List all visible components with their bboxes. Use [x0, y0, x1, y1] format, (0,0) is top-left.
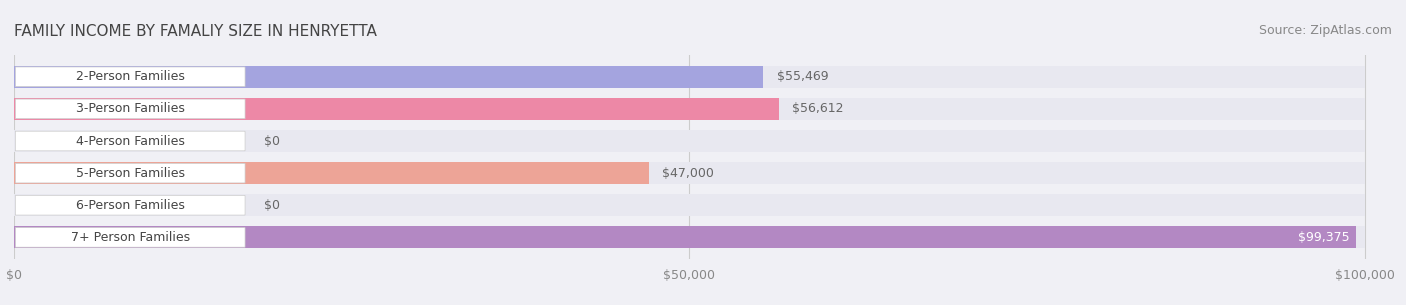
FancyBboxPatch shape: [15, 163, 245, 183]
Text: $55,469: $55,469: [778, 70, 828, 83]
FancyBboxPatch shape: [15, 228, 245, 247]
Text: 3-Person Families: 3-Person Families: [76, 102, 184, 115]
Text: 2-Person Families: 2-Person Families: [76, 70, 184, 83]
Bar: [14, 66, 1365, 88]
Bar: [14, 162, 650, 184]
Bar: [14, 66, 763, 88]
Bar: [14, 130, 1365, 152]
Text: Source: ZipAtlas.com: Source: ZipAtlas.com: [1258, 24, 1392, 38]
Text: $47,000: $47,000: [662, 167, 714, 180]
FancyBboxPatch shape: [15, 99, 245, 119]
Text: 6-Person Families: 6-Person Families: [76, 199, 184, 212]
Bar: [14, 227, 1357, 248]
Bar: [14, 98, 1365, 120]
Text: FAMILY INCOME BY FAMALIY SIZE IN HENRYETTA: FAMILY INCOME BY FAMALIY SIZE IN HENRYET…: [14, 24, 377, 39]
Bar: [14, 98, 779, 120]
Text: $0: $0: [264, 135, 280, 148]
Text: 4-Person Families: 4-Person Families: [76, 135, 184, 148]
Bar: [14, 227, 1365, 248]
Text: $56,612: $56,612: [793, 102, 844, 115]
FancyBboxPatch shape: [15, 67, 245, 87]
Text: 7+ Person Families: 7+ Person Families: [70, 231, 190, 244]
Bar: [14, 194, 1365, 216]
Text: 5-Person Families: 5-Person Families: [76, 167, 184, 180]
FancyBboxPatch shape: [15, 131, 245, 151]
Text: $99,375: $99,375: [1298, 231, 1350, 244]
Text: $0: $0: [264, 199, 280, 212]
Bar: [14, 162, 1365, 184]
FancyBboxPatch shape: [15, 196, 245, 215]
